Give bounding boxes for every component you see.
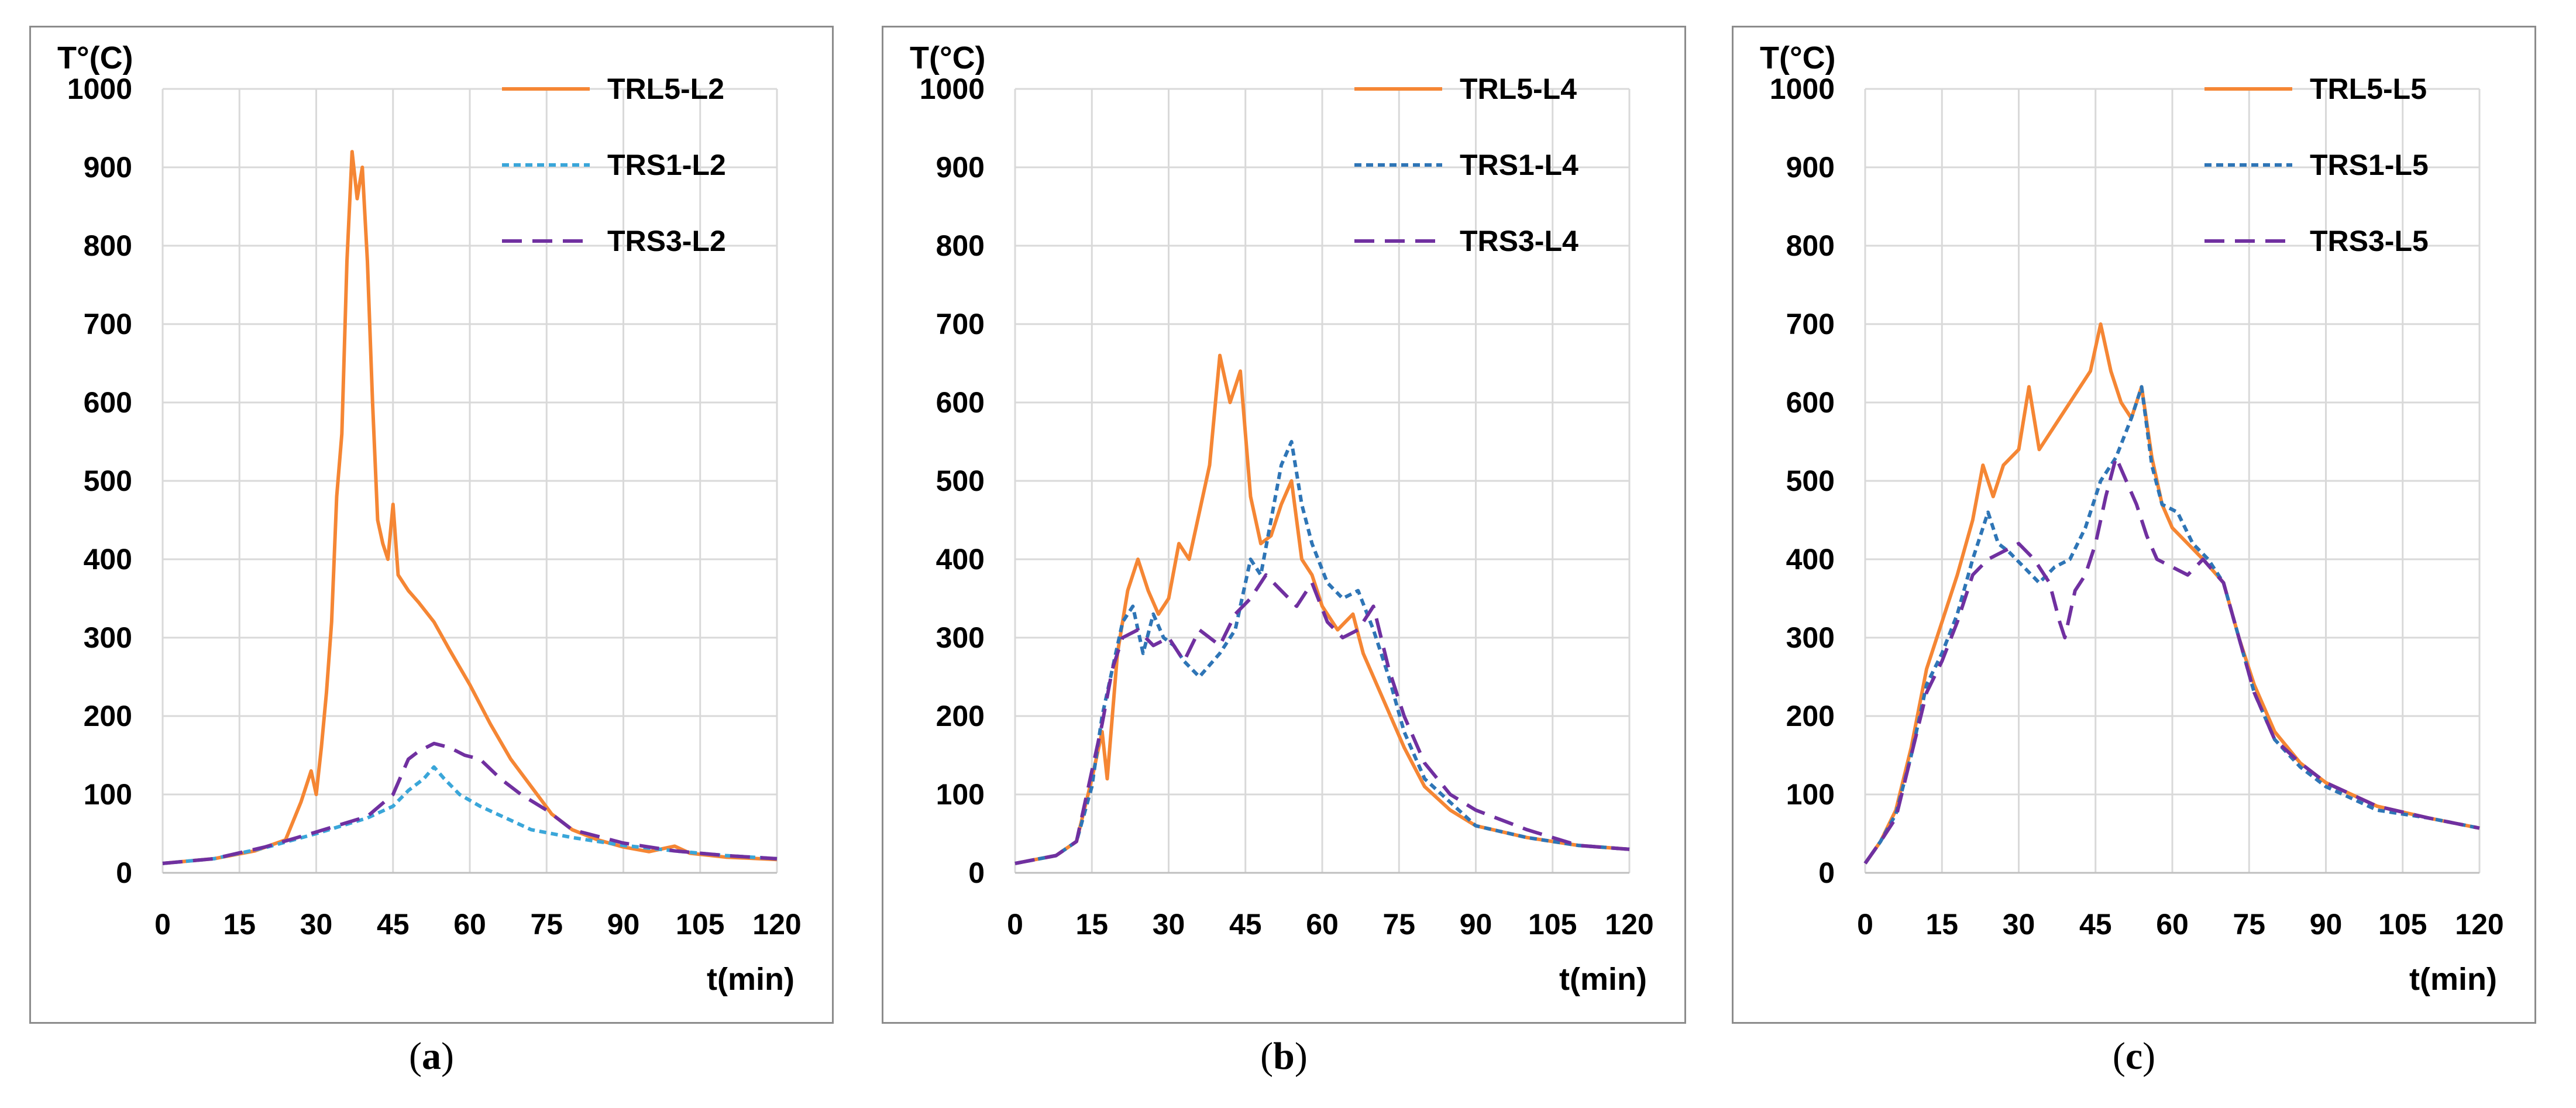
y-tick-label: 200 <box>84 700 132 732</box>
y-tick-label: 0 <box>968 856 985 889</box>
series-line-trl5-l5 <box>1863 322 2480 865</box>
y-tick-label: 100 <box>936 778 985 811</box>
x-tick-label: 0 <box>154 908 171 941</box>
x-tick-label: 75 <box>1382 908 1415 941</box>
line-chart-c: 0 100 200 300 400 500 600 700 800 900 1000 0 15 30 45 6… <box>1760 40 2504 997</box>
y-tick-label: 300 <box>936 621 985 654</box>
legend-label: TRS3-L5 <box>2310 225 2429 257</box>
y-tick-label: 900 <box>84 151 132 184</box>
x-axis-title: t(min) <box>1559 962 1647 997</box>
x-tick-label: 105 <box>1528 908 1577 941</box>
series-line-trs3-l2 <box>162 741 778 865</box>
x-tick-label: 30 <box>2003 908 2035 941</box>
chart-panel-c: 0 100 200 300 400 500 600 700 800 900 1000 0 15 30 45 6… <box>1732 26 2536 1024</box>
y-tick-label: 600 <box>936 386 985 419</box>
x-tick-label: 0 <box>1857 908 1873 941</box>
caption-b-letter: b <box>1273 1035 1295 1078</box>
y-tick-label: 400 <box>1786 543 1835 576</box>
y-axis-title: T°(C) <box>57 40 133 75</box>
y-tick-label: 300 <box>1786 621 1835 654</box>
y-tick-label: 200 <box>1786 700 1835 732</box>
y-tick-label: 800 <box>1786 229 1835 262</box>
x-tick-label: 45 <box>2079 908 2112 941</box>
line-chart-b: 0 100 200 300 400 500 600 700 800 900 1000 0 15 30 45 6… <box>910 40 1654 997</box>
legend-label: TRS1-L5 <box>2310 149 2429 181</box>
caption-a: (a) <box>409 1035 454 1078</box>
caption-a-letter: a <box>422 1035 441 1078</box>
x-tick-label: 105 <box>2378 908 2427 941</box>
x-tick-label: 60 <box>453 908 486 941</box>
x-tick-label: 60 <box>1306 908 1339 941</box>
x-tick-label: 75 <box>530 908 563 941</box>
x-tick-label: 30 <box>1153 908 1185 941</box>
y-tick-label: 200 <box>936 700 985 732</box>
x-tick-label: 90 <box>2310 908 2343 941</box>
x-tick-label: 105 <box>676 908 724 941</box>
y-tick-label: 900 <box>936 151 985 184</box>
y-tick-label: 400 <box>84 543 132 576</box>
y-tick-label: 900 <box>1786 151 1835 184</box>
caption-b: (b) <box>1260 1035 1308 1078</box>
line-chart-a: 0 100 200 300 400 500 600 700 800 900 1000 0 15 30 45 6… <box>57 40 802 997</box>
y-tick-label: 0 <box>116 856 132 889</box>
series-line-trs3-l5 <box>1863 455 2480 865</box>
y-tick-label: 100 <box>84 778 132 811</box>
y-tick-label: 100 <box>1786 778 1835 811</box>
caption-c: (c) <box>2112 1035 2156 1078</box>
y-tick-label: 800 <box>84 229 132 262</box>
x-tick-label: 15 <box>223 908 256 941</box>
x-tick-label: 120 <box>1605 908 1653 941</box>
x-axis-title: t(min) <box>707 962 795 997</box>
x-axis-title: t(min) <box>2409 962 2497 997</box>
chart-panel-a: 0 100 200 300 400 500 600 700 800 900 1000 0 15 30 45 6… <box>29 26 834 1024</box>
x-tick-label: 15 <box>1925 908 1958 941</box>
x-tick-label: 30 <box>300 908 333 941</box>
x-tick-label: 90 <box>607 908 640 941</box>
y-tick-label: 1000 <box>67 73 132 105</box>
x-tick-label: 60 <box>2156 908 2189 941</box>
x-tick-label: 0 <box>1007 908 1023 941</box>
y-axis-title: T(°C) <box>910 40 986 75</box>
y-tick-label: 400 <box>936 543 985 576</box>
x-tick-label: 90 <box>1460 908 1492 941</box>
legend-label: TRS3-L4 <box>1460 225 1578 257</box>
y-tick-label: 1000 <box>1770 73 1835 105</box>
caption-c-letter: c <box>2125 1035 2143 1078</box>
legend-label: TRS1-L4 <box>1460 149 1578 181</box>
legend-label: TRL5-L5 <box>2310 73 2427 105</box>
y-tick-label: 600 <box>84 386 132 419</box>
x-tick-label: 45 <box>1229 908 1262 941</box>
y-tick-label: 500 <box>936 464 985 497</box>
legend-label: TRS1-L2 <box>607 149 726 181</box>
x-tick-label: 120 <box>752 908 801 941</box>
series-line-trs3-l4 <box>1014 573 1630 865</box>
y-tick-label: 800 <box>936 229 985 262</box>
y-tick-label: 700 <box>1786 308 1835 340</box>
y-tick-label: 600 <box>1786 386 1835 419</box>
legend-label: TRL5-L4 <box>1460 73 1577 105</box>
y-tick-label: 300 <box>84 621 132 654</box>
x-tick-label: 120 <box>2455 908 2503 941</box>
x-tick-label: 45 <box>377 908 410 941</box>
series-line-trs1-l4 <box>1014 440 1630 865</box>
legend-label: TRL5-L2 <box>607 73 724 105</box>
chart-panel-b: 0 100 200 300 400 500 600 700 800 900 1000 0 15 30 45 6… <box>882 26 1686 1024</box>
legend-label: TRS3-L2 <box>607 225 726 257</box>
x-tick-label: 15 <box>1075 908 1108 941</box>
y-tick-label: 1000 <box>920 73 985 105</box>
y-axis-title: T(°C) <box>1760 40 1836 75</box>
y-tick-label: 500 <box>1786 464 1835 497</box>
y-tick-label: 700 <box>936 308 985 340</box>
x-tick-label: 75 <box>2233 908 2265 941</box>
y-tick-label: 0 <box>1818 856 1835 889</box>
y-tick-label: 500 <box>84 464 132 497</box>
y-tick-label: 700 <box>84 308 132 340</box>
